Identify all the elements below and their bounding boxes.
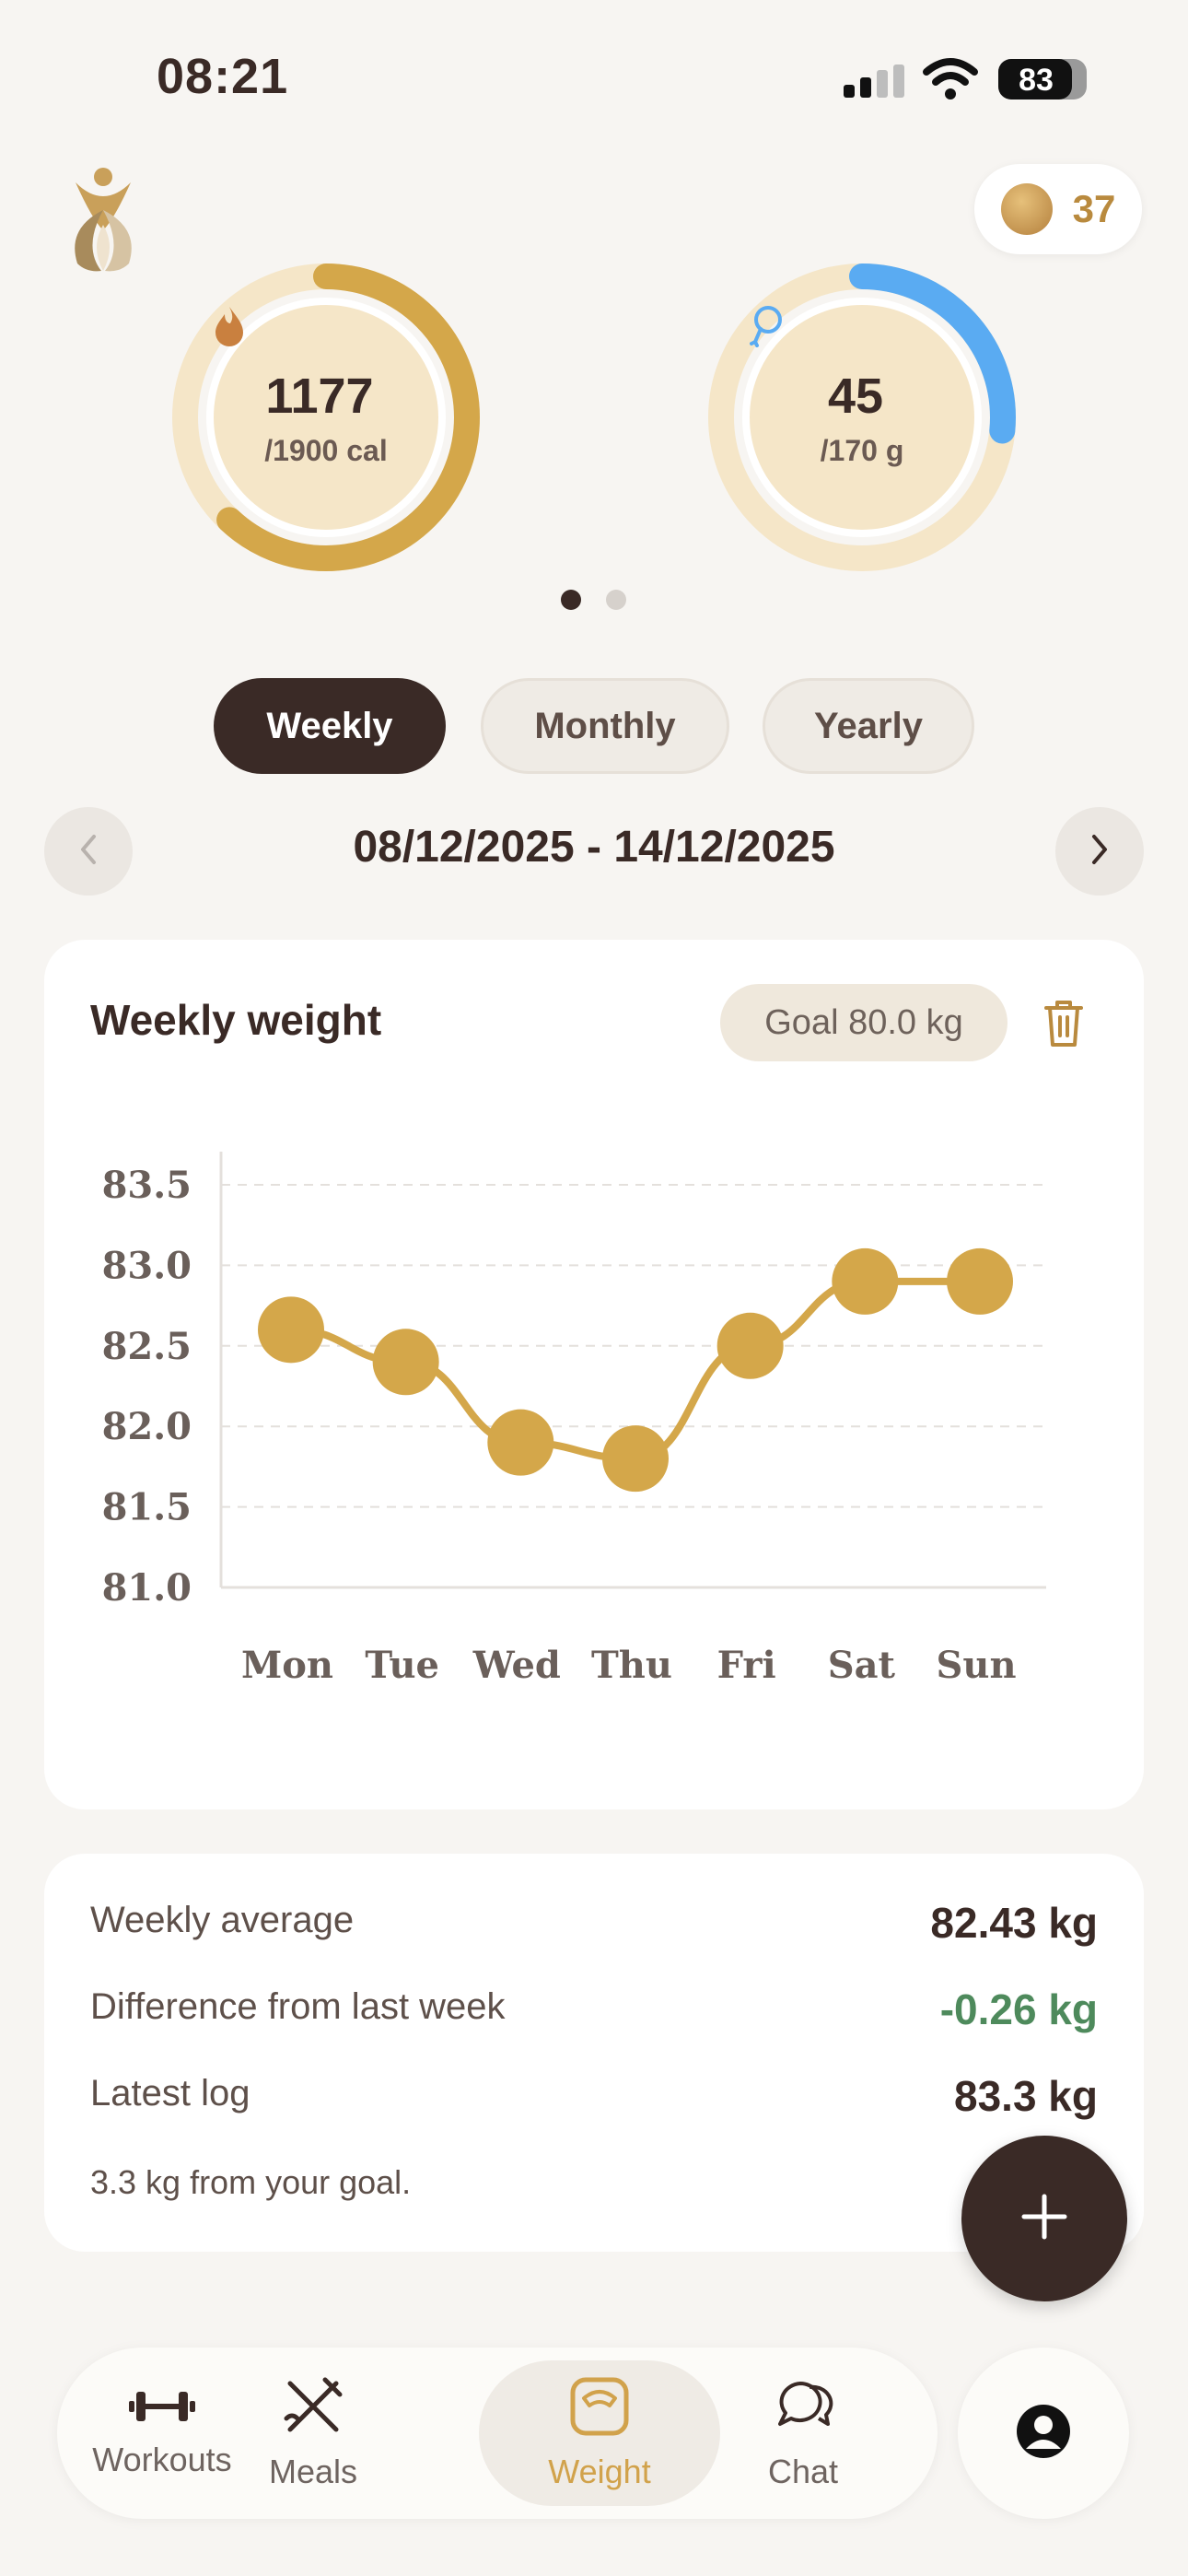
latest-log-value: 83.3 kg (954, 2072, 1098, 2120)
data-point (716, 1312, 784, 1379)
dumbbell-icon (127, 2388, 197, 2430)
weight-stats-card: Weekly average 82.43 kg Difference from … (44, 1854, 1144, 2252)
x-tick-label: Sun (936, 1644, 1016, 1687)
next-week-button[interactable] (1055, 807, 1144, 896)
scale-icon (569, 2376, 630, 2441)
date-range: 08/12/2025 - 14/12/2025 (353, 823, 835, 872)
x-tick-label: Wed (472, 1644, 561, 1687)
fork-knife-icon (283, 2376, 344, 2441)
x-tick-label: Thu (591, 1644, 672, 1687)
nav-workouts-label: Workouts (92, 2440, 232, 2478)
y-tick-label: 83.0 (102, 1244, 192, 1287)
weekly-average-value: 82.43 kg (930, 1899, 1098, 1947)
status-time: 08:21 (157, 49, 289, 104)
battery-icon: 83 (998, 59, 1087, 100)
goal-badge[interactable]: Goal 80.0 kg (720, 984, 1007, 1061)
latest-log-label: Latest log (90, 2073, 250, 2113)
calories-ring[interactable]: 1177 /1900 cal (169, 261, 483, 574)
chevron-right-icon (1089, 831, 1111, 872)
tab-monthly[interactable]: Monthly (481, 678, 729, 774)
trash-icon (1041, 1001, 1087, 1054)
chevron-left-icon (77, 831, 99, 872)
nav-workouts[interactable]: Workouts (79, 2360, 245, 2506)
add-weight-button[interactable] (961, 2136, 1127, 2301)
protein-ring[interactable]: 45 /170 g (705, 261, 1019, 574)
y-tick-label: 81.5 (102, 1486, 192, 1529)
signal-icon (842, 64, 906, 101)
y-tick-label: 82.5 (102, 1325, 192, 1368)
wifi-icon (923, 57, 978, 101)
nav-weight-label: Weight (548, 2452, 651, 2490)
profile-icon (1015, 2403, 1072, 2465)
plus-icon (1019, 2191, 1070, 2247)
nav-chat[interactable]: Chat (720, 2360, 886, 2506)
x-tick-label: Sat (828, 1644, 896, 1687)
battery-level: 83 (1019, 63, 1054, 98)
tab-yearly[interactable]: Yearly (763, 678, 974, 774)
data-point (947, 1247, 1013, 1315)
nav-chat-label: Chat (767, 2452, 839, 2490)
protein-value: 45 (827, 368, 884, 424)
bottom-navigation: Workouts Meals Weight Chat (57, 2348, 938, 2519)
data-point (832, 1247, 899, 1315)
app-logo (57, 164, 149, 275)
x-tick-label: Fri (717, 1644, 776, 1687)
data-point (372, 1329, 439, 1396)
delete-button[interactable] (1041, 995, 1087, 1050)
previous-week-button[interactable] (44, 807, 133, 896)
coins-count: 37 (1072, 187, 1116, 230)
profile-button[interactable] (958, 2348, 1129, 2519)
coin-icon (1000, 183, 1053, 235)
chat-icon (773, 2376, 833, 2441)
weekly-average-label: Weekly average (90, 1900, 355, 1940)
data-point (258, 1296, 324, 1364)
chart-title: Weekly weight (90, 996, 382, 1044)
coins-badge[interactable]: 37 (974, 164, 1142, 254)
protein-goal: /170 g (820, 433, 904, 467)
x-tick-label: Mon (241, 1644, 333, 1687)
weekly-weight-card: Weekly weight Goal 80.0 kg 83.5 83.0 82.5 8… (44, 940, 1144, 1809)
data-point (487, 1409, 554, 1476)
difference-value: -0.26 kg (939, 1985, 1098, 2033)
difference-label: Difference from last week (90, 1986, 506, 2027)
calories-goal: /1900 cal (264, 433, 388, 467)
calories-value: 1177 (265, 368, 374, 424)
tab-weekly[interactable]: Weekly (214, 678, 446, 774)
data-point (602, 1425, 669, 1493)
weight-line-chart: 83.5 83.0 82.5 82.0 81.5 81.0 Mon Tue Wed Thu Fri S… (102, 1152, 1046, 1687)
y-tick-label: 83.5 (102, 1164, 192, 1207)
page-dot-2[interactable] (606, 590, 626, 610)
y-tick-label: 82.0 (102, 1405, 192, 1448)
goal-distance-note: 3.3 kg from your goal. (90, 2163, 412, 2201)
nav-meals[interactable]: Meals (230, 2360, 396, 2506)
y-tick-label: 81.0 (102, 1566, 192, 1610)
x-tick-label: Tue (365, 1644, 439, 1687)
nav-weight[interactable]: Weight (479, 2360, 720, 2506)
page-dot-1[interactable] (561, 590, 581, 610)
nav-meals-label: Meals (268, 2452, 358, 2490)
